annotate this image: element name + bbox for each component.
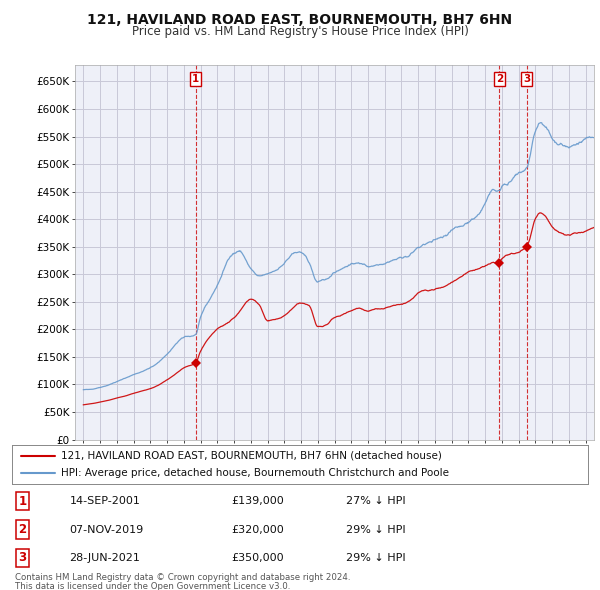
Text: 121, HAVILAND ROAD EAST, BOURNEMOUTH, BH7 6HN (detached house): 121, HAVILAND ROAD EAST, BOURNEMOUTH, BH… bbox=[61, 451, 442, 461]
Text: Price paid vs. HM Land Registry's House Price Index (HPI): Price paid vs. HM Land Registry's House … bbox=[131, 25, 469, 38]
Text: 1: 1 bbox=[19, 495, 26, 508]
Text: 2: 2 bbox=[19, 523, 26, 536]
Text: 1: 1 bbox=[192, 74, 199, 84]
Text: 3: 3 bbox=[523, 74, 530, 84]
Text: 14-SEP-2001: 14-SEP-2001 bbox=[70, 496, 140, 506]
Text: £320,000: £320,000 bbox=[231, 525, 284, 535]
Text: HPI: Average price, detached house, Bournemouth Christchurch and Poole: HPI: Average price, detached house, Bour… bbox=[61, 468, 449, 478]
Text: 121, HAVILAND ROAD EAST, BOURNEMOUTH, BH7 6HN: 121, HAVILAND ROAD EAST, BOURNEMOUTH, BH… bbox=[88, 13, 512, 27]
Text: 2: 2 bbox=[496, 74, 503, 84]
Text: £350,000: £350,000 bbox=[231, 553, 284, 563]
Text: 3: 3 bbox=[19, 551, 26, 564]
Text: This data is licensed under the Open Government Licence v3.0.: This data is licensed under the Open Gov… bbox=[15, 582, 290, 590]
Text: 29% ↓ HPI: 29% ↓ HPI bbox=[346, 525, 406, 535]
Text: 27% ↓ HPI: 27% ↓ HPI bbox=[346, 496, 406, 506]
Text: 29% ↓ HPI: 29% ↓ HPI bbox=[346, 553, 406, 563]
Text: 28-JUN-2021: 28-JUN-2021 bbox=[70, 553, 140, 563]
Text: £139,000: £139,000 bbox=[231, 496, 284, 506]
Text: Contains HM Land Registry data © Crown copyright and database right 2024.: Contains HM Land Registry data © Crown c… bbox=[15, 573, 350, 582]
Text: 07-NOV-2019: 07-NOV-2019 bbox=[70, 525, 144, 535]
